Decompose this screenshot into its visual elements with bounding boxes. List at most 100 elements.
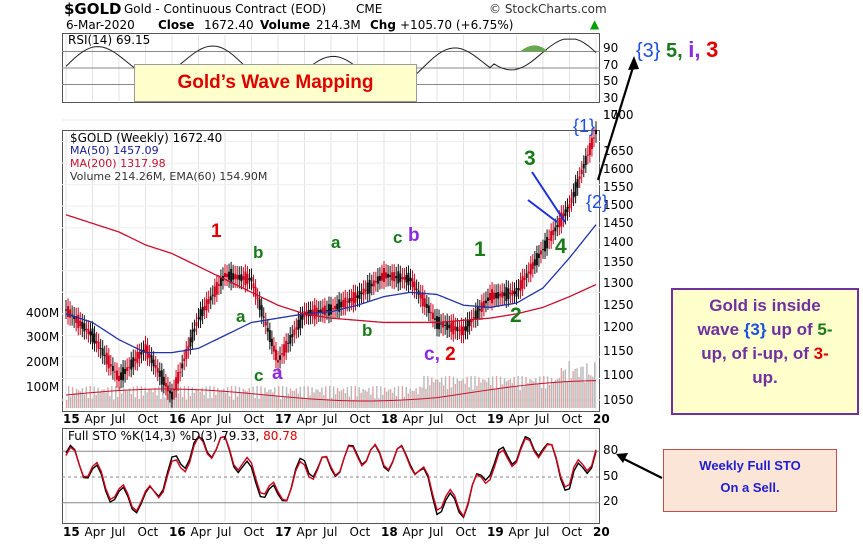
volume-bar (354, 386, 356, 408)
price-body (523, 277, 526, 281)
price-body (564, 209, 567, 216)
volume-bar (173, 390, 176, 408)
price-body (83, 323, 86, 332)
volume-bar (525, 377, 527, 408)
info-line-4: up. (752, 368, 778, 387)
price-body (297, 319, 300, 330)
price-body (380, 272, 383, 281)
price-body (499, 293, 502, 297)
volume-bar (166, 386, 168, 408)
price-body (383, 268, 385, 283)
price-body (356, 295, 359, 298)
volume-bar (407, 393, 409, 408)
volume-bar (423, 376, 425, 408)
volume-bar (431, 377, 433, 408)
price-body (542, 249, 544, 251)
volume-bar (266, 391, 268, 408)
rsi-tick: 50 (603, 74, 619, 88)
volume-bar (552, 381, 555, 408)
volume-bar (223, 388, 225, 408)
price-body (366, 282, 369, 295)
x-tick-label: 17 (275, 412, 292, 426)
volume-bar (529, 378, 531, 408)
volume-bar (556, 379, 559, 408)
price-body (250, 277, 253, 282)
price-body (533, 259, 536, 266)
price-body (95, 340, 98, 344)
price-body (456, 326, 459, 332)
volume-bar (421, 387, 423, 408)
price-body (378, 275, 381, 281)
price-body (136, 351, 139, 364)
volume-bar (590, 375, 592, 408)
price-body (219, 277, 222, 286)
price-body (105, 352, 108, 365)
rsi-overbought-fill (520, 45, 548, 52)
price-body (505, 287, 508, 301)
wave-label-2-part: 2 (445, 344, 456, 365)
volume-bar (338, 391, 341, 408)
price-body (515, 287, 518, 297)
x-tick-label: Apr (508, 525, 530, 539)
price-body (576, 178, 579, 188)
price-body (89, 331, 92, 336)
volume-bar (541, 387, 543, 408)
price-body (560, 212, 563, 227)
volume-bar (513, 377, 515, 408)
volume-bar (415, 388, 417, 408)
price-body (85, 328, 88, 331)
price-body (287, 342, 290, 344)
volume-bar (254, 397, 256, 408)
volume-bar (480, 382, 482, 408)
volume-bar (454, 383, 457, 408)
volume-bar (472, 389, 474, 408)
price-body (248, 278, 251, 280)
price-body (360, 292, 363, 294)
price-body (440, 323, 443, 325)
price-body (372, 280, 375, 287)
price-tick: 1500 (603, 198, 634, 212)
price-body (586, 154, 589, 156)
price-body (107, 355, 110, 369)
price-body (215, 281, 218, 295)
price-body (460, 325, 463, 336)
price-body (274, 349, 277, 361)
volume-bar (172, 391, 174, 408)
price-body (272, 345, 275, 352)
volume-bar (405, 386, 407, 408)
volume-bar (588, 374, 590, 408)
volume-bar (594, 362, 596, 408)
price-body (415, 288, 418, 290)
volume-bar (115, 386, 117, 408)
price-body (142, 349, 145, 352)
price-body (124, 369, 127, 374)
volume-bar (417, 394, 419, 408)
info-line-2: wave {3} up of 5- (681, 318, 849, 342)
price-body (291, 334, 294, 338)
price-body (491, 289, 494, 304)
rsi-tick: 90 (603, 41, 619, 55)
volume-bar (109, 395, 111, 408)
x-tick-label: 15 (63, 525, 80, 539)
ma200-line (65, 214, 597, 324)
volume-bar (207, 398, 209, 408)
sto-label-k: Full STO %K(14,3) %D(3) 79.33, (68, 429, 260, 443)
volume-bar (193, 392, 195, 408)
x-tick-label: 18 (381, 525, 398, 539)
price-body (519, 280, 522, 292)
price-body (413, 281, 416, 291)
price-body (546, 236, 549, 249)
price-body (529, 263, 532, 275)
price-body (568, 204, 571, 209)
price-body (495, 292, 498, 299)
volume-bar (144, 387, 146, 408)
price-body (262, 316, 265, 318)
sto-arrow-line (621, 457, 663, 479)
volume-bar (444, 376, 447, 408)
price-body (588, 143, 591, 156)
price-body (544, 240, 547, 252)
price-body (152, 359, 155, 367)
volume-bar (66, 400, 68, 408)
price-body (511, 290, 514, 296)
wave-label-c-part: c, (424, 344, 440, 365)
